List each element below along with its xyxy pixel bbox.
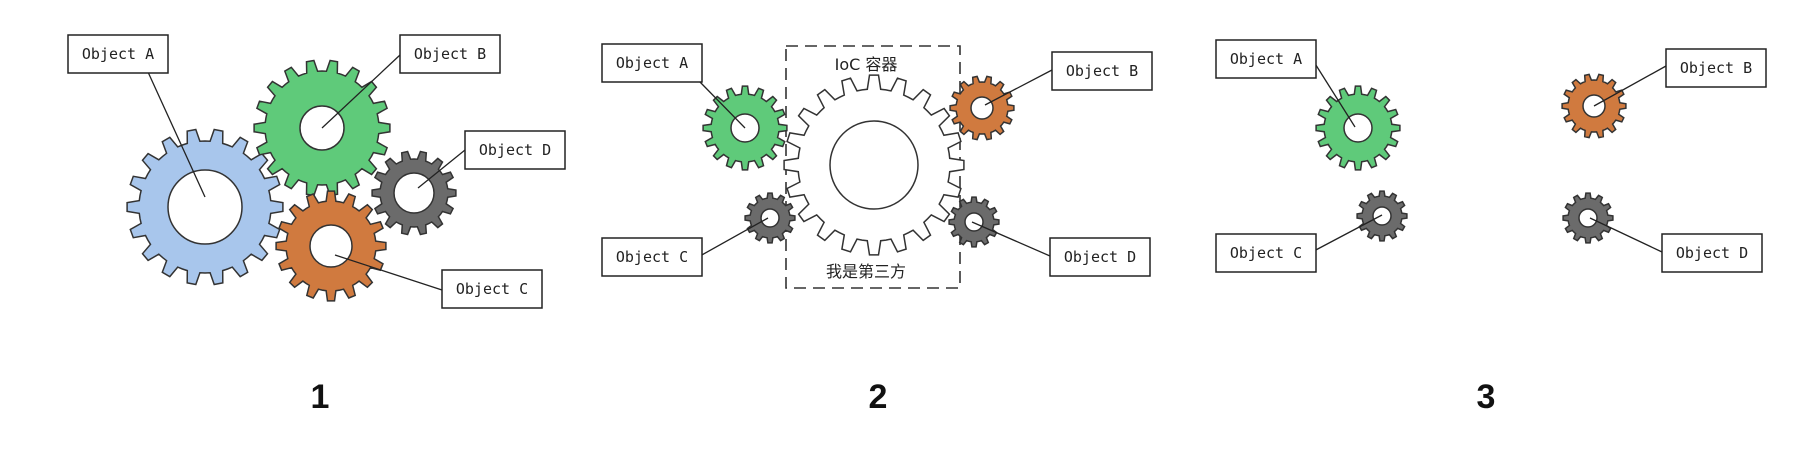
- panel-number-3: 3: [1477, 378, 1496, 416]
- gear-icon-object-d: [371, 150, 457, 236]
- panel-2: IoC 容器 我是第三方 Object A Object B Object C …: [601, 43, 1153, 416]
- leader-line-object-b: [1593, 65, 1667, 107]
- label-object-b: Object B: [1051, 51, 1153, 91]
- label-object-b-text: Object B: [414, 45, 486, 63]
- leader-line-object-d: [417, 149, 466, 189]
- label-object-a-text: Object A: [82, 45, 154, 63]
- label-object-d-text: Object D: [1676, 244, 1748, 262]
- gear-icon-object-b: [253, 59, 391, 197]
- leader-line-object-a: [699, 81, 746, 129]
- leader-line-object-d: [971, 221, 1051, 257]
- gear-icon-object-c: [275, 190, 387, 302]
- label-object-a: Object A: [1215, 39, 1317, 79]
- gear-icon-object-d: [948, 196, 1000, 248]
- label-object-c-text: Object C: [456, 280, 528, 298]
- label-object-d: Object D: [1661, 233, 1763, 273]
- gear-icon-object-a: [1315, 85, 1401, 171]
- leader-line-object-b: [984, 69, 1053, 106]
- label-object-a-text: Object A: [616, 54, 688, 72]
- leader-line-object-c: [699, 217, 769, 257]
- panel-3: Object A Object B Object C Object D 3: [1215, 39, 1767, 416]
- label-object-c-text: Object C: [1230, 244, 1302, 262]
- label-object-d: Object D: [464, 130, 566, 170]
- leader-line-object-d: [1589, 217, 1663, 253]
- label-object-c: Object C: [441, 269, 543, 309]
- panel-number-1: 1: [311, 378, 330, 416]
- leader-line-object-c: [334, 254, 443, 291]
- panel-number-2: 2: [869, 378, 888, 416]
- gear-icon-object-a: [126, 128, 284, 286]
- label-object-c: Object C: [601, 237, 703, 277]
- label-object-d-text: Object D: [1064, 248, 1136, 266]
- label-object-d: Object D: [1049, 237, 1151, 277]
- leader-line-object-a: [1313, 61, 1356, 128]
- label-object-a: Object A: [601, 43, 703, 83]
- label-object-b-text: Object B: [1066, 62, 1138, 80]
- leader-line-object-a: [147, 71, 206, 198]
- leader-line-object-b: [321, 54, 401, 129]
- label-object-a-text: Object A: [1230, 50, 1302, 68]
- label-object-c-text: Object C: [616, 248, 688, 266]
- label-object-d-text: Object D: [479, 141, 551, 159]
- gear-icon-object-b: [1561, 73, 1627, 139]
- label-object-b: Object B: [399, 34, 501, 74]
- container-caption: 我是第三方: [826, 262, 906, 281]
- gear-icon-object-b: [949, 75, 1015, 141]
- label-object-b: Object B: [1665, 48, 1767, 88]
- panel-1: Object A Object B Object D Object C 1: [67, 34, 566, 416]
- gear-icon-object-c: [744, 192, 796, 244]
- leader-line-object-c: [1311, 214, 1383, 253]
- container-title: IoC 容器: [835, 55, 898, 74]
- label-object-a: Object A: [67, 34, 169, 74]
- gear-icon-object-d: [1562, 192, 1614, 244]
- gear-icon-object-c: [1356, 190, 1408, 242]
- label-object-b-text: Object B: [1680, 59, 1752, 77]
- label-object-c: Object C: [1215, 233, 1317, 273]
- gear-icon-ioc-container: [783, 74, 965, 256]
